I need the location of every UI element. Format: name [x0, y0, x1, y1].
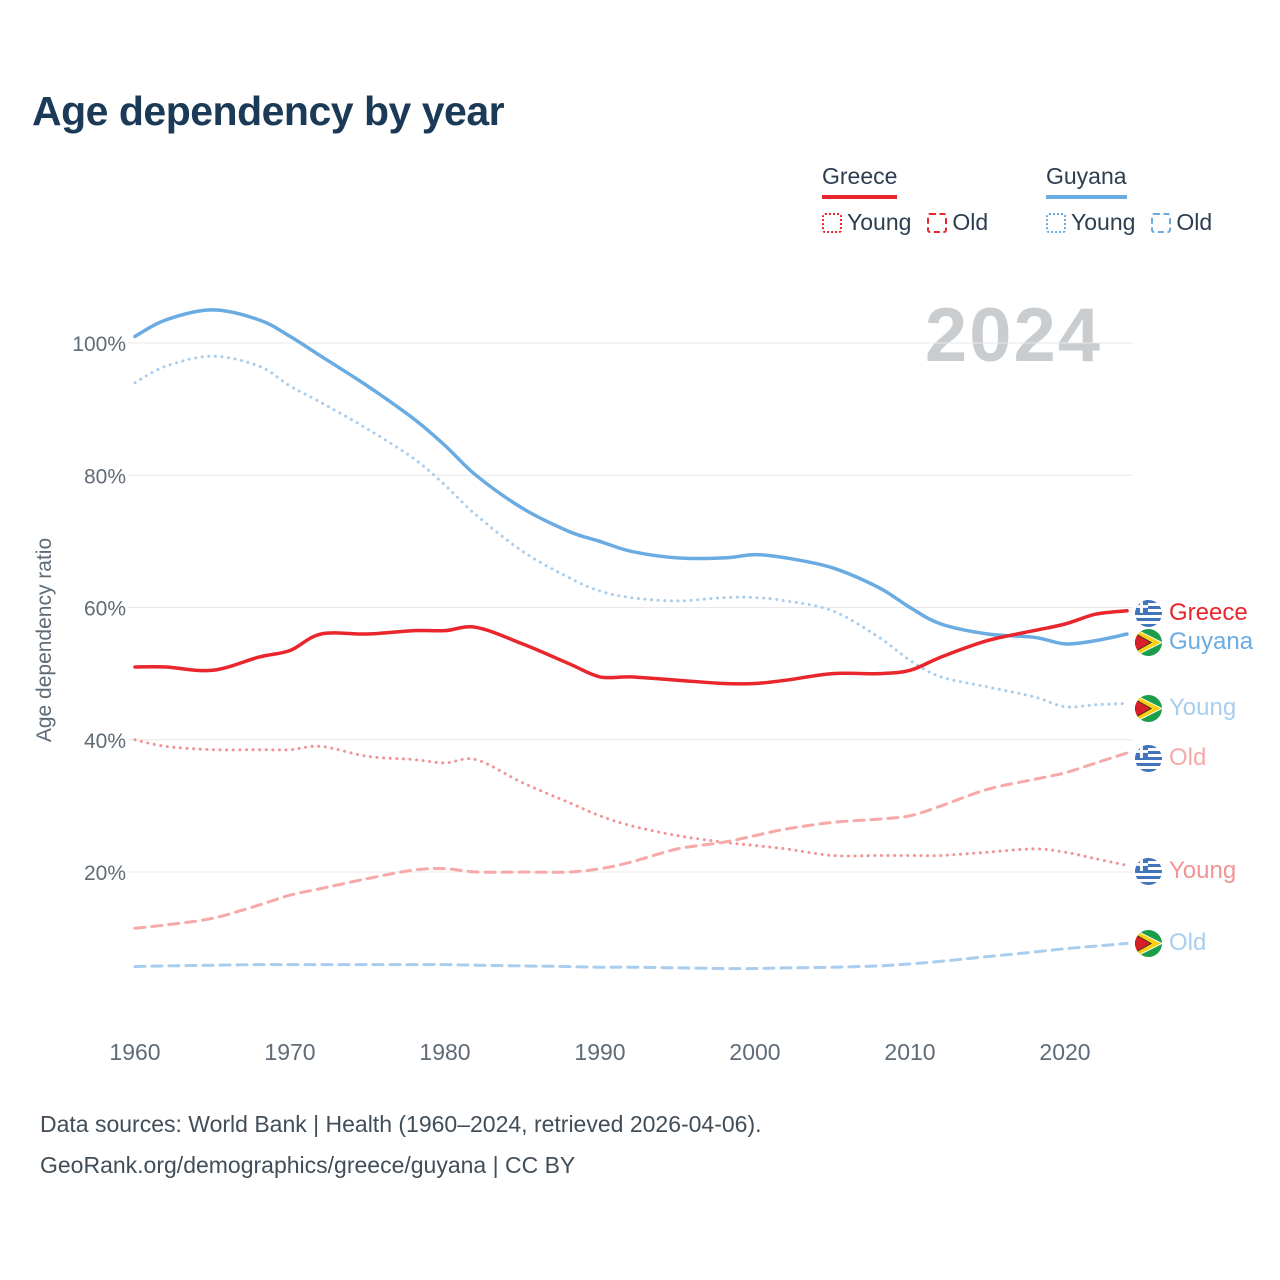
legend-item-guyana-old[interactable]: Old — [1151, 209, 1212, 236]
end-label-greece-old: Old — [1135, 744, 1206, 772]
y-axis-title: Age dependency ratio — [33, 537, 56, 743]
end-label-text: Old — [1169, 744, 1207, 771]
x-tick-label: 2000 — [729, 1039, 780, 1065]
end-label-guyana-old: Old — [1135, 929, 1206, 957]
guyana-flag-icon — [1135, 694, 1162, 722]
y-tick-label: 100% — [72, 333, 126, 356]
legend-item-greece-old[interactable]: Old — [927, 209, 988, 236]
greece-flag-icon — [1135, 744, 1162, 772]
legend-items-greece: Young Old — [822, 209, 1004, 236]
chart-legend: Greece Young Old Guyana Young — [0, 163, 1280, 243]
x-tick-label: 2010 — [884, 1039, 935, 1065]
end-label-text: Old — [1169, 929, 1207, 956]
end-label-guyana-young: Young — [1135, 694, 1236, 722]
y-tick-label: 60% — [84, 598, 126, 621]
x-tick-label: 1990 — [574, 1039, 625, 1065]
end-label-text: Greece — [1169, 599, 1248, 626]
legend-label-old: Old — [952, 209, 989, 235]
chart-footer: Data sources: World Bank | Health (1960–… — [40, 1104, 762, 1186]
x-tick-label: 1960 — [109, 1039, 160, 1065]
y-tick-label: 80% — [84, 465, 126, 488]
dashed-line-swatch-icon — [927, 212, 948, 233]
end-label-text: Young — [1169, 857, 1237, 884]
legend-item-greece-young[interactable]: Young — [822, 209, 911, 236]
legend-group-guyana: Guyana Young Old — [1046, 163, 1228, 236]
x-tick-label: 1980 — [419, 1039, 470, 1065]
end-label-text: Guyana — [1169, 628, 1254, 655]
legend-item-guyana-young[interactable]: Young — [1046, 209, 1135, 236]
y-tick-label: 40% — [84, 730, 126, 753]
footer-datasource: Data sources: World Bank | Health (1960–… — [40, 1111, 762, 1137]
end-label-greece-young: Young — [1135, 857, 1236, 885]
legend-label-young: Young — [1071, 209, 1136, 235]
footer-attribution: GeoRank.org/demographics/greece/guyana |… — [40, 1151, 576, 1178]
watermark-year: 2024 — [924, 293, 1102, 378]
series-line-greece-old — [133, 751, 1129, 930]
end-label-greece-total: Greece — [1135, 599, 1248, 627]
end-label-guyana-total: Guyana — [1135, 628, 1253, 656]
series-line-greece-young — [133, 738, 1129, 867]
series-line-greece-total — [133, 609, 1129, 686]
legend-country-guyana[interactable]: Guyana — [1046, 163, 1127, 199]
guyana-flag-icon — [1135, 628, 1162, 656]
x-tick-label: 2020 — [1039, 1039, 1090, 1065]
y-tick-label: 20% — [84, 862, 126, 885]
dotted-line-swatch-icon — [1046, 212, 1066, 233]
series-line-guyana-old — [133, 941, 1129, 971]
dashed-line-swatch-icon — [1151, 212, 1172, 233]
series-line-guyana-total — [133, 308, 1129, 646]
end-label-text: Young — [1169, 694, 1237, 721]
chart-title: Age dependency by year — [32, 88, 505, 134]
legend-label-old: Old — [1176, 209, 1213, 235]
dotted-line-swatch-icon — [822, 212, 842, 233]
greece-flag-icon — [1135, 599, 1162, 627]
guyana-flag-icon — [1135, 929, 1162, 957]
greece-flag-icon — [1135, 857, 1162, 885]
legend-items-guyana: Young Old — [1046, 209, 1228, 236]
legend-group-greece: Greece Young Old — [822, 163, 1004, 236]
legend-country-greece[interactable]: Greece — [822, 163, 898, 199]
series-line-guyana-young — [133, 354, 1129, 709]
legend-label-young: Young — [847, 209, 912, 235]
x-tick-label: 1970 — [264, 1039, 315, 1065]
